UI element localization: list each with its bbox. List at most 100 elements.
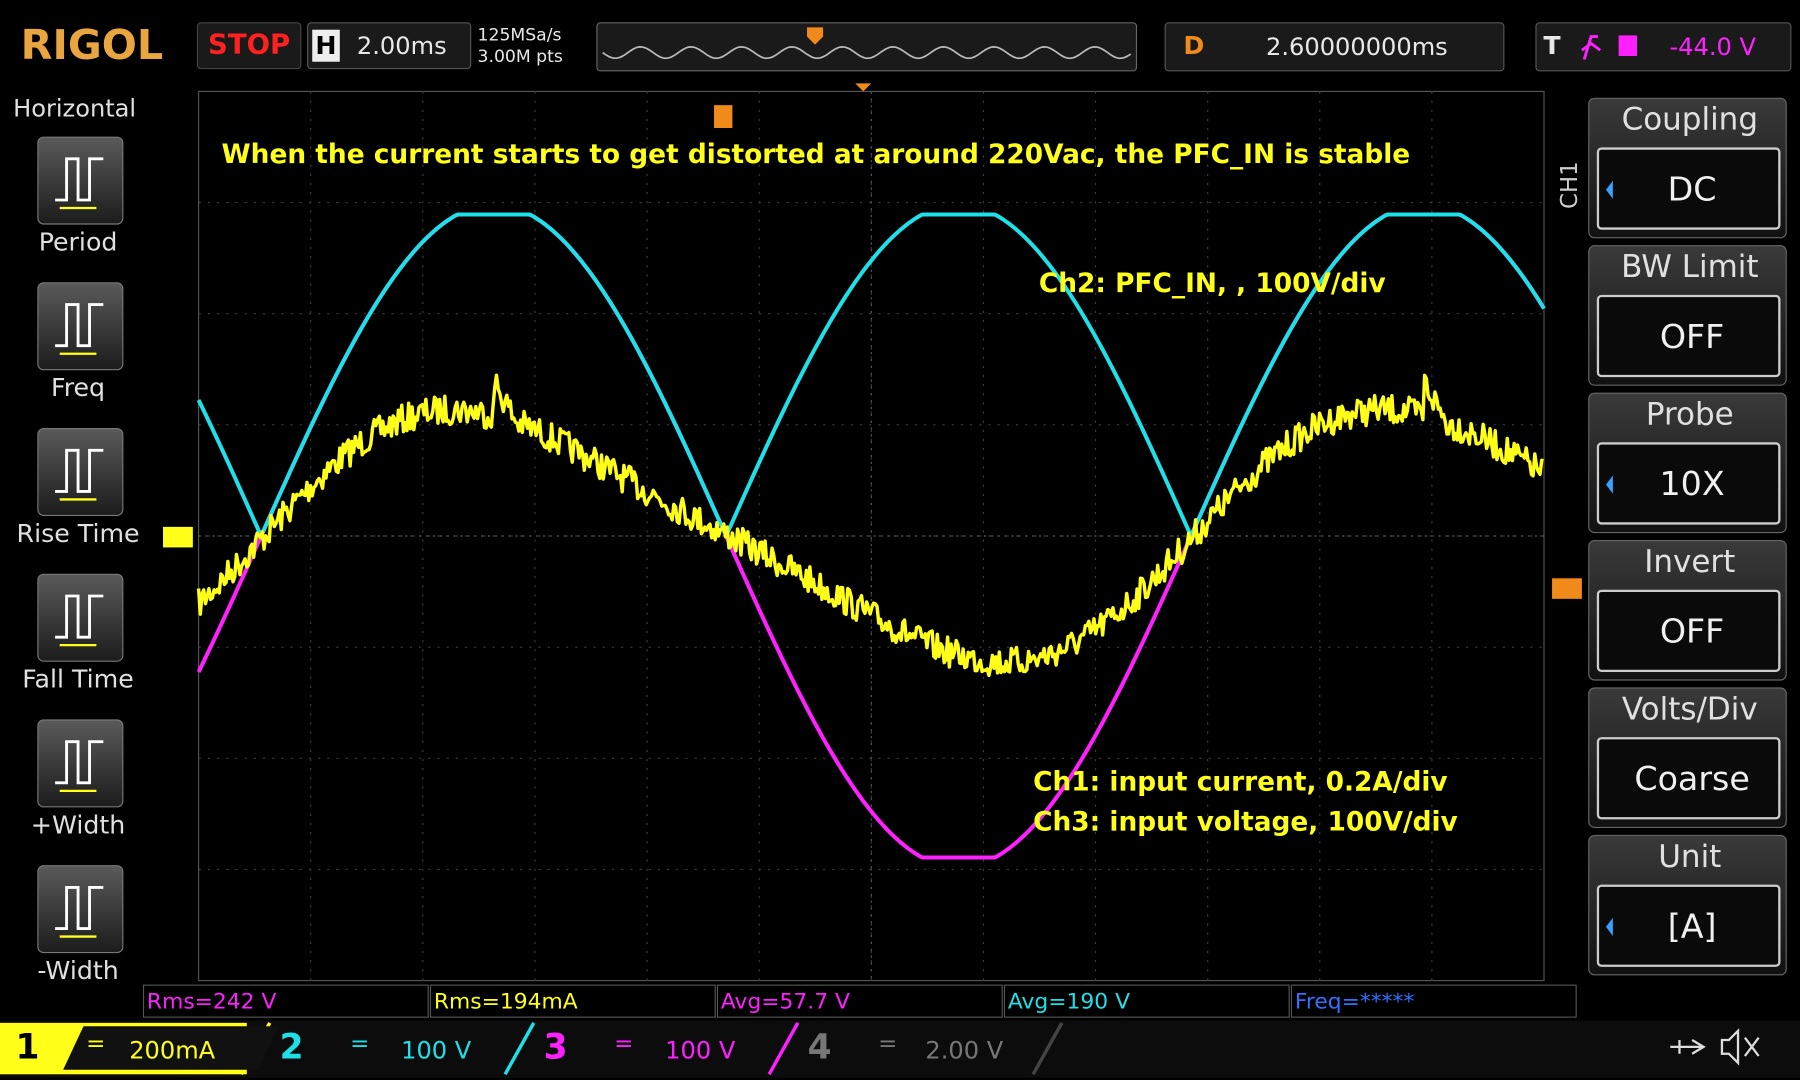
channel-bar	[0, 1020, 1800, 1078]
menu-value-box	[1596, 442, 1781, 525]
left-menu-title: Horizontal	[13, 95, 136, 123]
menu-button[interactable]	[37, 719, 124, 808]
channel-divider	[767, 1022, 800, 1076]
menu-arrow	[1605, 917, 1613, 936]
sample-rate: 125MSa/s	[478, 25, 562, 45]
menu-arrow	[1605, 475, 1613, 494]
annotation-ch1: Ch1: input current, 0.2A/div	[1033, 767, 1447, 797]
sound-icon	[1720, 1028, 1760, 1066]
measurement-box[interactable]	[1003, 984, 1290, 1018]
measurement-box[interactable]	[142, 984, 429, 1018]
menu-arrow	[1605, 180, 1613, 199]
menu-value-box	[1596, 147, 1781, 230]
menu-value-box	[1596, 589, 1781, 672]
channel-coupling: =	[878, 1031, 897, 1057]
trigger-level-marker	[1552, 578, 1582, 599]
memory-depth: 3.00M pts	[478, 47, 563, 67]
menu-value-box	[1596, 294, 1781, 378]
timebase-label-bg	[312, 29, 340, 62]
measurement-box[interactable]	[716, 984, 1003, 1018]
menu-button[interactable]	[37, 573, 124, 662]
channel-scale: 100 V	[401, 1036, 472, 1064]
delay-box[interactable]	[1164, 22, 1505, 72]
menu-label: Rise Time	[17, 519, 140, 548]
menu-title: Coupling	[1622, 102, 1758, 138]
menu-label: Freq	[51, 373, 105, 402]
trigger-label: T	[1543, 31, 1561, 60]
waveform-overview[interactable]	[596, 22, 1138, 72]
menu-value: OFF	[1660, 317, 1724, 356]
annotation-ch2: Ch2: PFC_IN, , 100V/div	[1039, 269, 1386, 299]
menu-button[interactable]	[37, 282, 124, 371]
menu-value-box	[1596, 884, 1781, 967]
menu-label: Fall Time	[22, 665, 134, 694]
delay: 2.60000000ms	[1266, 33, 1448, 61]
menu-button[interactable]	[37, 865, 124, 954]
trigger-edge-icon	[1581, 35, 1602, 60]
channel-scale: 200mA	[129, 1036, 216, 1064]
channel-divider	[1031, 1022, 1064, 1076]
channel-coupling: =	[614, 1031, 633, 1057]
timebase-label: H	[315, 31, 336, 60]
menu-icon	[55, 157, 104, 202]
channel-number[interactable]: 2	[280, 1028, 304, 1068]
menu-button[interactable]	[37, 428, 124, 516]
menu-title: BW Limit	[1621, 249, 1758, 285]
menu-title: Probe	[1646, 397, 1734, 433]
status-box[interactable]	[196, 22, 302, 70]
channel-coupling: =	[86, 1031, 105, 1057]
overview-wave	[602, 45, 1132, 60]
menu-icon	[55, 303, 104, 348]
trigger-box[interactable]	[1535, 22, 1792, 72]
menu-icon	[55, 886, 104, 930]
menu-value: 10X	[1660, 464, 1725, 503]
channel-number[interactable]: 4	[808, 1028, 832, 1068]
ch1-marker	[163, 526, 193, 548]
menu-icon	[55, 740, 104, 785]
menu-value: [A]	[1668, 907, 1717, 946]
menu-channel: CH1	[1557, 161, 1583, 209]
measurement: Rms=194mA	[434, 989, 578, 1014]
menu-title: Invert	[1644, 544, 1735, 580]
annotation-title: When the current starts to get distorted…	[222, 140, 1411, 170]
measurement: Avg=190 V	[1008, 989, 1130, 1014]
usb-icon	[1670, 1039, 1706, 1055]
menu-label: +Width	[31, 810, 125, 839]
channel-scale: 2.00 V	[925, 1036, 1003, 1064]
trigger-position	[807, 27, 824, 45]
measurement: Freq=*****	[1295, 989, 1415, 1014]
brand: RIGOL	[21, 21, 164, 69]
menu-value: OFF	[1660, 612, 1724, 651]
measurement-box[interactable]	[429, 984, 716, 1018]
menu-button[interactable]	[37, 136, 124, 225]
run-status: STOP	[208, 29, 290, 61]
menu-value: Coarse	[1634, 759, 1749, 798]
timebase: 2.00ms	[357, 32, 447, 60]
channel-number[interactable]: 1	[16, 1028, 40, 1068]
menu-label: Period	[39, 227, 118, 256]
timebase-box[interactable]	[307, 22, 472, 70]
channel-divider	[503, 1022, 536, 1076]
annotation-ch3: Ch3: input voltage, 100V/div	[1033, 807, 1458, 837]
trigger-source-icon	[1618, 35, 1637, 56]
trigger-marker	[855, 83, 872, 92]
ch2-trace	[196, 212, 1546, 539]
trigger-level: -44.0 V	[1669, 33, 1756, 61]
menu-icon	[55, 594, 104, 639]
measurement: Avg=57.7 V	[721, 989, 850, 1014]
measurement: Rms=242 V	[147, 989, 277, 1014]
measurement-box[interactable]	[1290, 984, 1577, 1018]
channel-scale: 100 V	[665, 1036, 736, 1064]
menu-value: DC	[1668, 169, 1717, 208]
channel-scale-bg	[63, 1026, 279, 1070]
menu-title: Unit	[1658, 839, 1721, 875]
ch1-trace	[196, 373, 1544, 678]
menu-title: Volts/Div	[1622, 691, 1758, 727]
channel-number[interactable]: 3	[544, 1028, 568, 1068]
delay-label: D	[1183, 31, 1204, 60]
menu-value-box	[1596, 737, 1781, 820]
menu-label: -Width	[37, 956, 118, 985]
t-cursor-marker	[714, 105, 733, 128]
channel-coupling: =	[350, 1031, 369, 1057]
